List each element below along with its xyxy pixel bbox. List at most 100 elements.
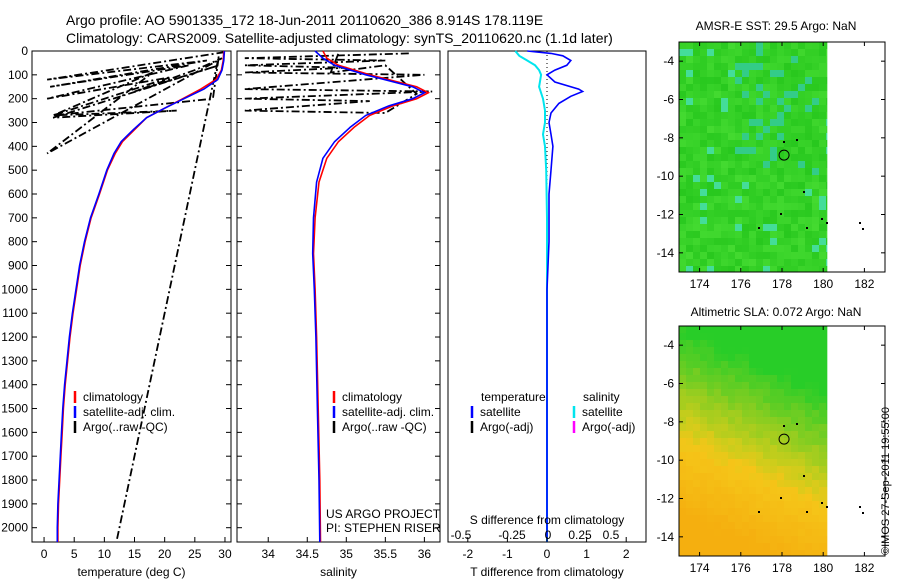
sst-map-cell (707, 98, 714, 105)
sst-map-cell (819, 77, 826, 84)
temp-satellite-legend-label: satellite-adj. clim. (83, 405, 175, 419)
sla-map-cell (714, 382, 721, 389)
sla-map-cell (826, 487, 828, 494)
sst-map-cell (693, 42, 700, 49)
sst-map-cell (728, 224, 735, 231)
sla-map-cell (721, 333, 728, 340)
sst-map-cell (784, 63, 791, 70)
sst-map-cell (742, 196, 749, 203)
sst-map-cell (728, 147, 735, 154)
sla-map-cell (742, 508, 749, 515)
sst-map-cell (805, 175, 812, 182)
sla-map-cell (714, 459, 721, 466)
sst-map-cell (777, 182, 784, 189)
sla-map-cell (686, 340, 693, 347)
sla-map-cell (805, 543, 812, 550)
sla-map-cell (812, 522, 819, 529)
sst-map-cell (749, 49, 756, 56)
sst-map-cell (819, 203, 826, 210)
sla-map-cell (728, 354, 735, 361)
temp-ytick-label: 1500 (1, 402, 28, 416)
sla-map-cell (686, 508, 693, 515)
sla-map-cell (784, 445, 791, 452)
diff-xtick-label: 2 (623, 547, 630, 561)
sla-map-cell (791, 354, 798, 361)
sla-map-cell (812, 333, 819, 340)
sst-map-cell (826, 91, 828, 98)
sst-map-cell (770, 217, 777, 224)
sst-map-cell (819, 245, 826, 252)
sst-map-cell (819, 210, 826, 217)
sst-map-cell (679, 42, 686, 49)
sla-map-cell (791, 473, 798, 480)
sla-map-ytick-label: -12 (657, 492, 675, 506)
sla-map-cell (770, 529, 777, 536)
sst-map-xtick-label: 176 (731, 277, 751, 291)
sla-map-cell (742, 494, 749, 501)
sst-map-cell (805, 266, 812, 272)
sst-map-cell (756, 245, 763, 252)
sla-map-cell (679, 508, 686, 515)
sst-map-cell (714, 112, 721, 119)
sst-map-cell (742, 238, 749, 245)
sla-map-cell (784, 361, 791, 368)
sst-map-cell (777, 161, 784, 168)
sst-map-cell (735, 210, 742, 217)
sst-map-cell (777, 245, 784, 252)
sst-map-cell (812, 224, 819, 231)
sst-map-cell (784, 112, 791, 119)
sst-map-cell (693, 77, 700, 84)
sst-island-dot (806, 227, 808, 229)
sla-map-cell (735, 522, 742, 529)
sla-map-cell (742, 473, 749, 480)
sla-map-cell (784, 487, 791, 494)
sla-map-cell (784, 438, 791, 445)
sal-xtick-label: 35.5 (374, 547, 398, 561)
sla-map-cell (693, 515, 700, 522)
sla-map-cell (686, 333, 693, 340)
sst-map-cell (707, 196, 714, 203)
sla-map-cell (770, 459, 777, 466)
sla-map-cell (721, 501, 728, 508)
sst-map-cell (735, 133, 742, 140)
sla-map-cell (770, 368, 777, 375)
sst-map-cell (777, 196, 784, 203)
sla-map-cell (805, 459, 812, 466)
sst-map-cell (756, 112, 763, 119)
sst-map-cell (756, 105, 763, 112)
sla-map-cell (805, 501, 812, 508)
sst-map-cell (742, 175, 749, 182)
sst-map-cell (728, 161, 735, 168)
sla-map-cell (721, 354, 728, 361)
sla-map-cell (714, 515, 721, 522)
sla-map-cell (798, 445, 805, 452)
sst-map-cell (805, 168, 812, 175)
sst-map-cell (735, 266, 742, 272)
sla-map-cell (749, 515, 756, 522)
sla-map-cell (679, 494, 686, 501)
sst-map-cell (756, 210, 763, 217)
sst-map-cell (721, 175, 728, 182)
sla-map-cell (784, 452, 791, 459)
sla-map-cell (742, 424, 749, 431)
sla-map-cell (749, 417, 756, 424)
sst-map-cell (777, 217, 784, 224)
sla-map-cell (777, 480, 784, 487)
sla-map-cell (812, 368, 819, 375)
sst-map-cell (735, 189, 742, 196)
sst-map-cell (770, 77, 777, 84)
sla-map-cell (728, 424, 735, 431)
sla-map-cell (693, 536, 700, 543)
sst-map-cell (742, 252, 749, 259)
sst-map-cell (735, 140, 742, 147)
sst-map-cell (798, 182, 805, 189)
sst-map-cell (749, 70, 756, 77)
sst-map-cell (763, 217, 770, 224)
sst-map-cell (749, 140, 756, 147)
sla-map-cell (798, 543, 805, 550)
sst-map-cell (721, 70, 728, 77)
sst-map-cell (728, 203, 735, 210)
sla-map-cell (826, 347, 828, 354)
sla-map-cell (770, 480, 777, 487)
sst-map-cell (791, 63, 798, 70)
